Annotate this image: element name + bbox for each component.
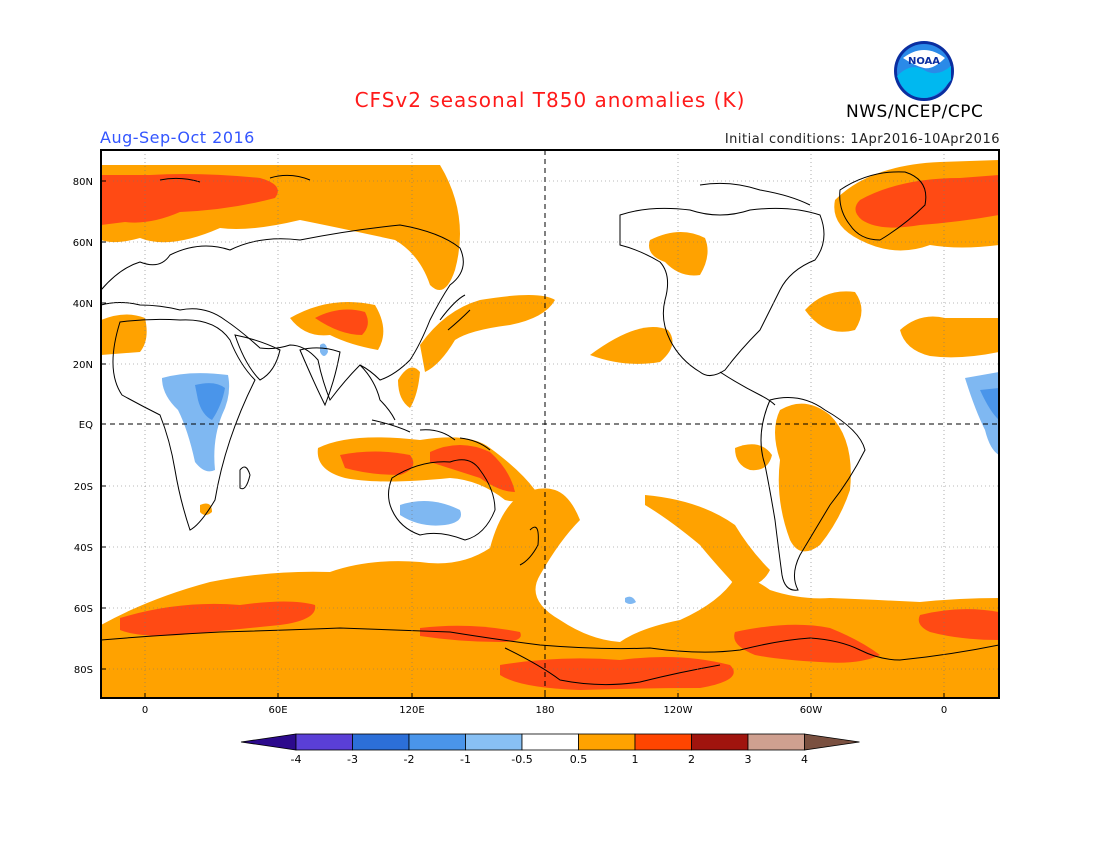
lon-label: 120W bbox=[664, 705, 693, 716]
lon-label: 180 bbox=[535, 705, 554, 716]
anomaly-fields bbox=[101, 150, 999, 698]
lat-label: EQ bbox=[79, 420, 93, 431]
colorbar-label: 0.5 bbox=[570, 753, 588, 766]
colorbar-swatch bbox=[465, 733, 523, 751]
colorbar-label: -0.5 bbox=[511, 753, 532, 766]
colorbar-swatch bbox=[408, 733, 466, 751]
lon-label: 0 bbox=[142, 705, 148, 716]
colorbar-arrow-left bbox=[240, 733, 297, 751]
lat-label: 60N bbox=[73, 238, 93, 249]
logo-text: NOAA bbox=[908, 56, 940, 67]
lat-label: 20N bbox=[73, 360, 93, 371]
colorbar-label: 2 bbox=[688, 753, 695, 766]
lon-label: 60W bbox=[800, 705, 823, 716]
colorbar-swatch bbox=[634, 733, 692, 751]
lon-label: 0 bbox=[941, 705, 947, 716]
moderate-cool-regions bbox=[195, 383, 999, 420]
colorbar-label: -3 bbox=[347, 753, 358, 766]
colorbar-label: 3 bbox=[745, 753, 752, 766]
forecast-period: Aug-Sep-Oct 2016 bbox=[100, 128, 255, 147]
initial-conditions: Initial conditions: 1Apr2016-10Apr2016 bbox=[724, 132, 1000, 147]
lat-label: 80N bbox=[73, 177, 93, 188]
latitude-labels: 80N 60N 40N 20N EQ 20S 40S 60S 80S bbox=[73, 177, 106, 676]
lat-label: 60S bbox=[74, 604, 93, 615]
colorbar-swatch bbox=[295, 733, 353, 751]
coastlines bbox=[101, 171, 999, 686]
lat-label: 80S bbox=[74, 665, 93, 676]
colorbar-swatch bbox=[521, 733, 579, 751]
agency-label: NWS/NCEP/CPC bbox=[846, 102, 984, 122]
colorbar-swatch bbox=[578, 733, 636, 751]
gridlines bbox=[101, 150, 999, 698]
colorbar-label: -2 bbox=[404, 753, 415, 766]
colorbar-arrow-right bbox=[804, 733, 860, 751]
colorbar-label: 1 bbox=[632, 753, 639, 766]
lon-label: 120E bbox=[399, 705, 424, 716]
longitude-labels: 0 60E 120E 180 120W 60W 0 bbox=[142, 693, 947, 716]
colorbar-label: -1 bbox=[460, 753, 471, 766]
lat-label: 40N bbox=[73, 299, 93, 310]
map-title: CFSv2 seasonal T850 anomalies (K) bbox=[354, 88, 746, 112]
strong-warm-regions bbox=[101, 174, 999, 690]
colorbar-swatch bbox=[747, 733, 805, 751]
colorbar-swatch bbox=[691, 733, 749, 751]
lon-label: 60E bbox=[268, 705, 287, 716]
lat-label: 20S bbox=[74, 482, 93, 493]
colorbar-label: 4 bbox=[801, 753, 808, 766]
noaa-logo: NOAA bbox=[893, 40, 955, 102]
colorbar-swatch bbox=[352, 733, 410, 751]
lat-label: 40S bbox=[74, 543, 93, 554]
colorbar-label: -4 bbox=[291, 753, 302, 766]
colorbar: -4 -3 -2 -1 -0.5 0.5 1 2 3 4 bbox=[240, 733, 860, 766]
